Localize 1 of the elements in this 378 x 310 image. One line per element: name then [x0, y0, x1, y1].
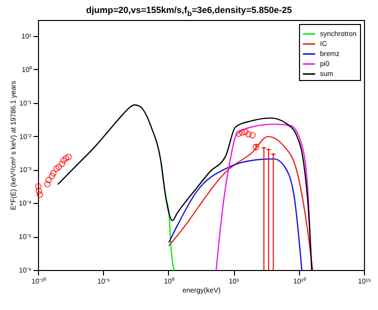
chart-title: djump=20,vs=155km/s,f$_{b}$=3e6,density=5.850e-25 [85, 4, 293, 18]
